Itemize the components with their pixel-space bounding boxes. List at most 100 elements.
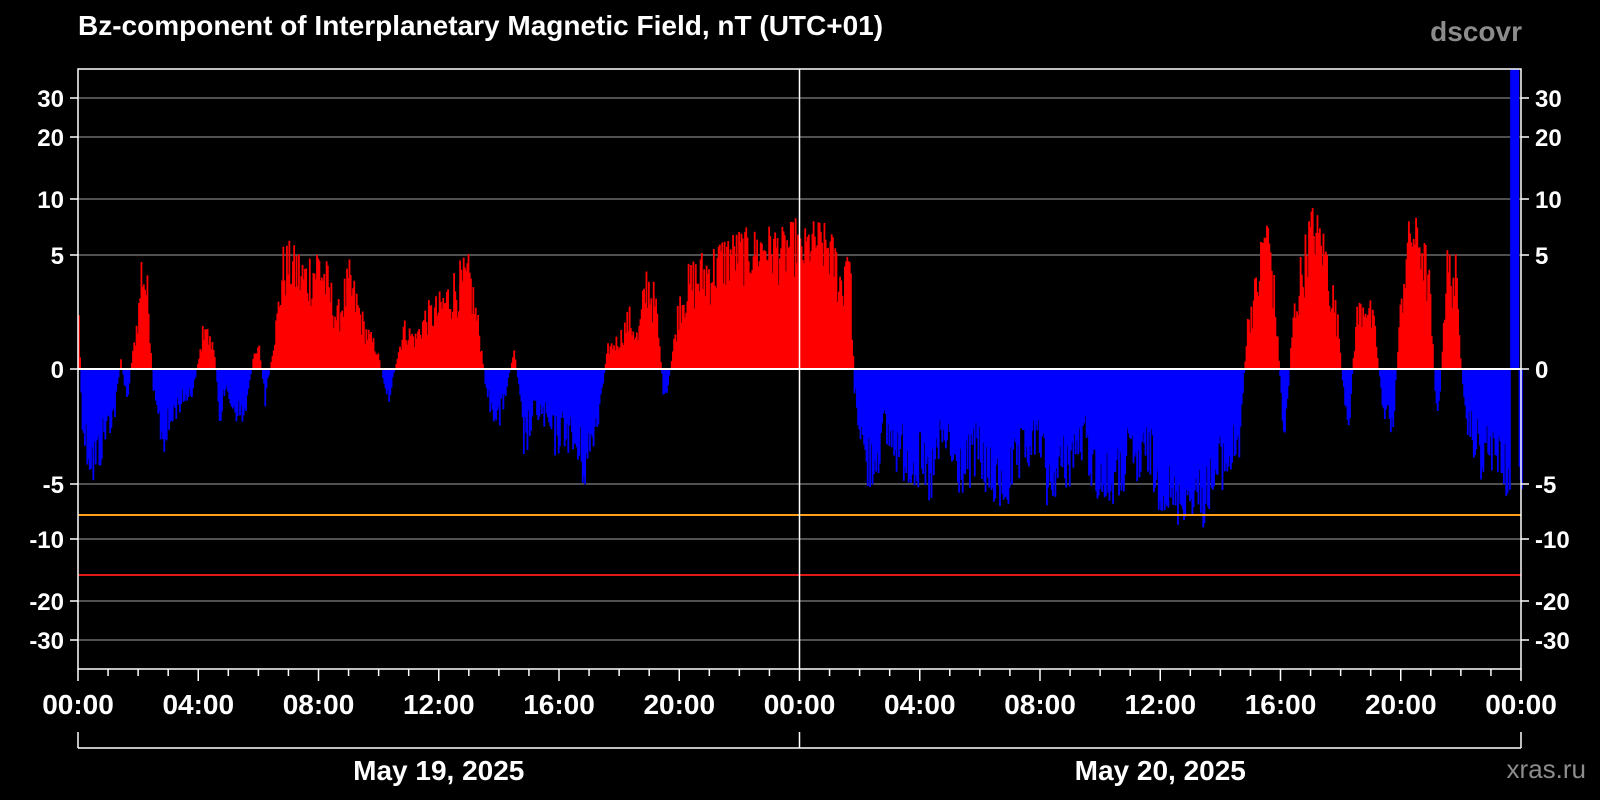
bz-bar [1085, 369, 1088, 438]
bz-bar [1250, 306, 1253, 369]
bz-bar [495, 369, 498, 421]
bz-bar [655, 298, 658, 369]
bz-bar [185, 369, 187, 395]
bz-bar [1388, 369, 1391, 419]
bz-bar [756, 239, 759, 369]
bz-bar [265, 369, 268, 389]
bz-bar [1406, 242, 1409, 369]
bz-bar [1355, 327, 1357, 369]
bz-bar [977, 369, 980, 460]
bz-bar [476, 320, 478, 369]
bz-bar [931, 369, 934, 450]
bz-bar [706, 274, 709, 369]
bz-bar [1038, 369, 1041, 453]
bz-bar [1128, 369, 1131, 439]
bz-bar [923, 369, 926, 443]
bz-bar [629, 328, 632, 369]
bz-bar [881, 369, 884, 424]
bz-bar [236, 369, 239, 417]
bz-bar [360, 334, 363, 369]
bz-bar [910, 369, 912, 483]
bz-bar [311, 298, 314, 369]
bz-bar [533, 369, 536, 401]
bz-bar [1326, 254, 1328, 369]
bz-bar [905, 369, 908, 473]
bz-bar [468, 272, 471, 369]
bz-bar [555, 369, 558, 416]
bz-bar [145, 295, 148, 369]
bz-bar [937, 369, 940, 459]
bz-bar [621, 342, 624, 369]
bz-bar [1076, 369, 1078, 441]
bz-bar [229, 369, 232, 404]
bz-bar [644, 303, 647, 369]
bz-bar [312, 272, 315, 369]
bz-bar [865, 369, 868, 462]
bz-bar [1142, 369, 1145, 433]
bz-bar [1118, 369, 1120, 496]
bz-bar [168, 369, 170, 430]
bz-bar [907, 369, 910, 483]
bz-bar [957, 369, 959, 483]
bz-bar [332, 328, 335, 369]
bz-bar [1001, 369, 1004, 494]
bz-bar [1328, 305, 1331, 369]
bz-bar [1192, 369, 1195, 508]
bz-bar [88, 369, 91, 470]
bz-bar [197, 364, 199, 369]
bz-bar [454, 291, 457, 369]
bz-bar [764, 251, 767, 369]
bz-bar [288, 240, 291, 369]
bz-bar [245, 369, 247, 411]
bz-bar [741, 238, 744, 369]
bz-bar [1435, 369, 1438, 404]
bz-bar [1208, 369, 1211, 510]
bz-bar [343, 278, 346, 369]
xtick-label: 04:00 [884, 689, 956, 720]
bz-bar [1114, 369, 1117, 473]
bz-bar [663, 369, 666, 394]
bz-bar [601, 369, 603, 388]
bz-bar [827, 247, 829, 369]
bz-bar [342, 316, 345, 369]
bz-bar [833, 276, 835, 369]
bz-bar [899, 369, 902, 450]
bz-bar [711, 282, 714, 369]
bz-bar [666, 369, 668, 393]
bz-bar [651, 322, 654, 369]
bz-bar [572, 369, 575, 450]
bz-bar [80, 369, 83, 393]
bz-bar [718, 244, 721, 369]
bz-bar [1466, 369, 1469, 435]
bz-bar [676, 306, 679, 369]
bz-bar [584, 369, 587, 485]
bz-bar [1444, 319, 1446, 369]
bz-bar [242, 369, 245, 416]
bz-bar [1400, 298, 1403, 369]
bz-bar [886, 369, 888, 445]
bz-bar [805, 241, 808, 369]
bz-bar [1454, 254, 1457, 369]
bz-bar [470, 278, 472, 369]
bz-bar [204, 329, 207, 369]
bz-bar [1387, 369, 1390, 406]
bz-bar [761, 243, 763, 369]
bz-bar [692, 261, 695, 369]
bz-bar [1225, 369, 1227, 464]
bz-bar [785, 271, 787, 369]
bz-bar [918, 369, 921, 433]
bz-bar [1055, 369, 1058, 469]
bz-bar [803, 263, 805, 369]
bz-bar [1362, 307, 1365, 369]
bz-bar [1255, 277, 1258, 369]
bz-bar [1389, 369, 1392, 433]
bz-bar [1082, 369, 1084, 426]
bz-bar [395, 363, 398, 369]
bz-bar [1233, 369, 1236, 456]
bz-bar [987, 369, 989, 478]
bz-bar [406, 344, 409, 369]
bz-bar [736, 263, 739, 369]
bz-bar [474, 307, 477, 369]
bz-bar [568, 369, 571, 426]
